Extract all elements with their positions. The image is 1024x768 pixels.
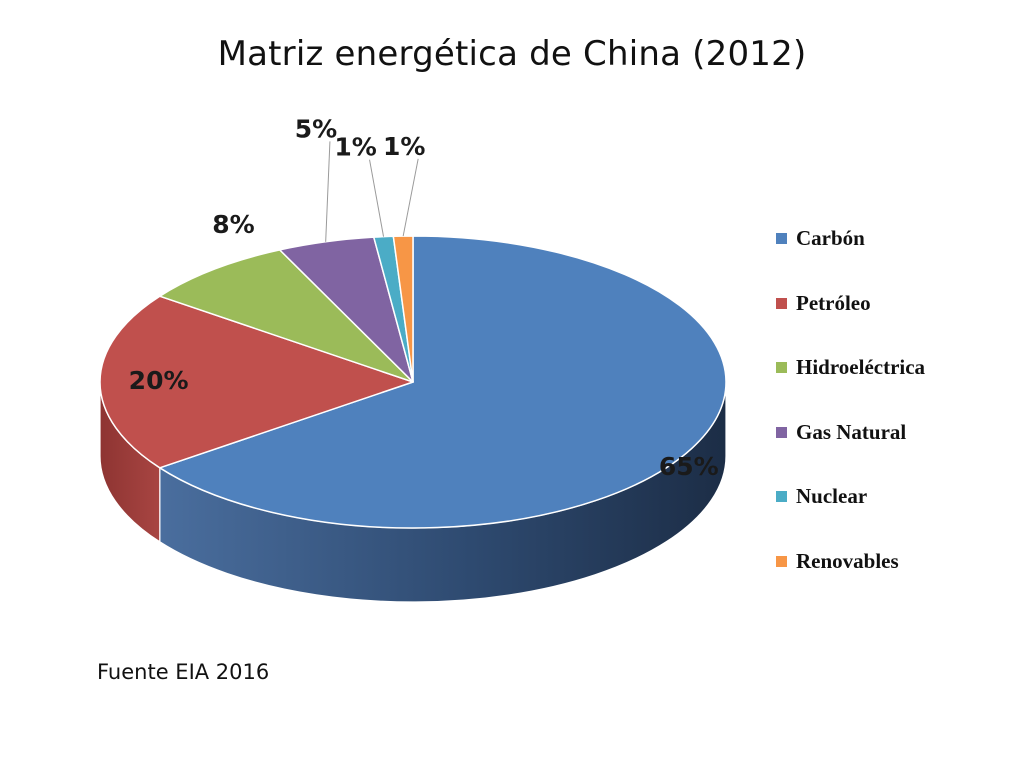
legend-label: Carbón: [796, 226, 865, 250]
legend-swatch: [776, 233, 787, 244]
legend-swatch: [776, 555, 787, 567]
legend-label: Nuclear: [796, 484, 868, 508]
leader-lines: [325, 141, 419, 242]
legend-item-petroleo: Petróleo: [776, 291, 925, 356]
legend-item-nuclear: Nuclear: [776, 484, 925, 549]
data-label-hidroelectrica: 8%: [212, 210, 254, 239]
legend-swatch: [776, 491, 787, 502]
legend-item-carbon: Carbón: [776, 226, 925, 291]
legend-item-hidroelectrica: Hidroeléctrica: [776, 355, 925, 420]
data-labels: 65%20%8%5%1% 1%: [129, 114, 719, 481]
pie-slice-hidroelectrica: [159, 249, 414, 383]
data-label-carbon: 65%: [659, 452, 719, 481]
pie-slices: [99, 235, 727, 529]
legend-label: Renovables: [796, 548, 899, 573]
legend: Carbón Petróleo Hidroeléctrica Gas Natural N…: [776, 226, 925, 613]
pie-slice-carbon: [159, 235, 727, 529]
data-label-renovables: 1%: [383, 132, 425, 161]
legend-label: Hidroeléctrica: [796, 355, 926, 379]
legend-label: Petróleo: [796, 290, 871, 315]
legend-swatch: [776, 426, 787, 438]
legend-label: Gas Natural: [796, 419, 907, 444]
data-label-petroleo: 20%: [129, 366, 189, 395]
leader-line-nuclear: [369, 159, 385, 237]
source-note: Fuente EIA 2016: [97, 660, 270, 684]
data-label-nuclear: 1%: [334, 133, 376, 162]
pie-slice-petroleo: [99, 295, 414, 469]
leader-line-renovables: [402, 158, 419, 237]
legend-item-renovables: Renovables: [776, 549, 925, 614]
leader-line-gas-natural: [325, 141, 331, 242]
legend-item-gas-natural: Gas Natural: [776, 420, 925, 485]
legend-swatch: [776, 297, 787, 309]
chart-title: Matriz energética de China (2012): [217, 34, 807, 74]
data-label-gas-natural: 5%: [295, 114, 337, 143]
legend-swatch: [776, 362, 787, 373]
